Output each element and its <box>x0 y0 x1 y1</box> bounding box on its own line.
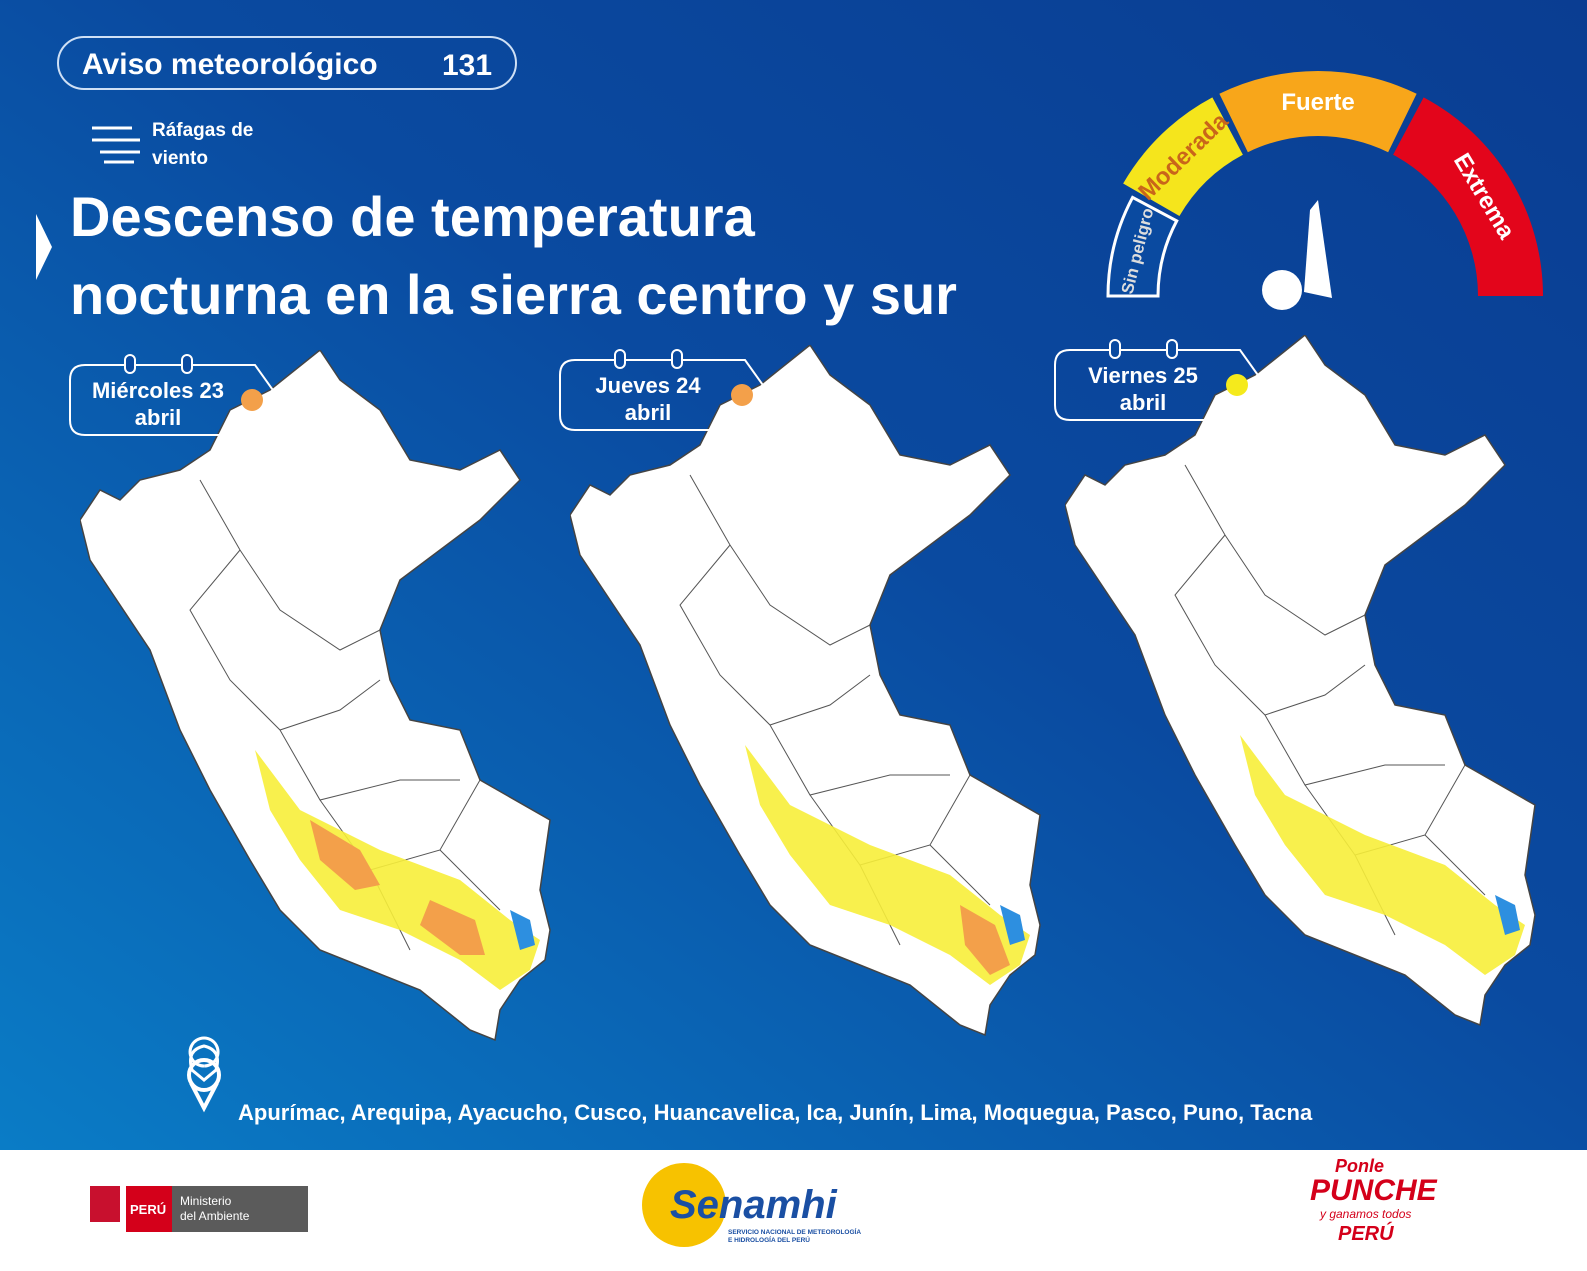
gauge-segment <box>1393 97 1543 296</box>
date-tag <box>69 364 282 436</box>
hazard-label: viento <box>152 148 208 169</box>
title-arrow <box>36 214 52 280</box>
alert-zone-strong <box>960 905 1010 975</box>
lake <box>1495 895 1520 935</box>
ministry-text: Ministerio <box>180 1194 232 1208</box>
map-panel <box>570 345 1041 1036</box>
wind-icon <box>92 126 140 164</box>
map-panel <box>1065 335 1536 1026</box>
senamhi-desc: E HIDROLOGÍA DEL PERÚ <box>728 1235 810 1244</box>
senamhi-desc: SERVICIO NACIONAL DE METEOROLOGÍA <box>728 1227 861 1236</box>
alert-dot <box>1226 374 1248 396</box>
date-month: abril <box>625 400 671 425</box>
gauge-segment <box>1123 97 1243 216</box>
campaign: PERÚ <box>1338 1221 1394 1245</box>
gauge-segment <box>1106 195 1179 298</box>
date-month: abril <box>1120 390 1166 415</box>
map-panel <box>80 350 551 1041</box>
alert-zone <box>1240 735 1525 975</box>
gauge-segment <box>1219 70 1417 153</box>
date-month: abril <box>135 405 181 430</box>
date-label: Jueves 24 <box>595 373 701 398</box>
title: Descenso de temperatura <box>70 185 756 248</box>
gauge-hub <box>1262 270 1302 310</box>
pin-icon <box>189 1082 219 1113</box>
calendar-ring <box>181 354 193 374</box>
calendar-ring <box>671 349 683 369</box>
ministry-logo <box>172 1186 308 1232</box>
alert-zone-strong <box>420 900 485 955</box>
date-label: Viernes 25 <box>1088 363 1198 388</box>
senamhi-name: Senamhi <box>670 1183 838 1227</box>
date-tag <box>1054 349 1267 421</box>
senamhi-sun <box>642 1163 726 1247</box>
calendar-ring <box>1166 339 1178 359</box>
campaign: PUNCHE <box>1310 1174 1438 1207</box>
pin-icon <box>188 1036 220 1082</box>
date-tag <box>559 359 772 431</box>
badge <box>57 36 517 90</box>
lake <box>510 910 535 950</box>
alert-dot <box>731 384 753 406</box>
campaign: Ponle <box>1335 1156 1384 1176</box>
lake <box>1000 905 1025 945</box>
peru-text: PERÚ <box>130 1202 166 1217</box>
calendar-ring <box>1109 339 1121 359</box>
badge-label: Aviso meteorológico <box>82 48 378 81</box>
calendar-ring <box>614 349 626 369</box>
badge-number: 131 <box>442 49 492 82</box>
alert-zone <box>745 745 1030 985</box>
alert-zone-strong <box>310 820 380 890</box>
date-label: Miércoles 23 <box>92 378 224 403</box>
calendar-ring <box>124 354 136 374</box>
peru-logo <box>126 1186 172 1232</box>
gauge-needle <box>1304 200 1332 298</box>
campaign: y ganamos todos <box>1319 1207 1411 1221</box>
coat-of-arms <box>90 1186 120 1222</box>
title: nocturna en la sierra centro y sur <box>70 263 957 326</box>
gauge-label: Fuerte <box>1281 89 1354 116</box>
hazard-label: Ráfagas de <box>152 120 253 141</box>
alert-dot <box>241 389 263 411</box>
pin-icon <box>187 1058 221 1092</box>
ministry-text: del Ambiente <box>180 1209 250 1223</box>
regions: Apurímac, Arequipa, Ayacucho, Cusco, Hua… <box>238 1100 1313 1125</box>
